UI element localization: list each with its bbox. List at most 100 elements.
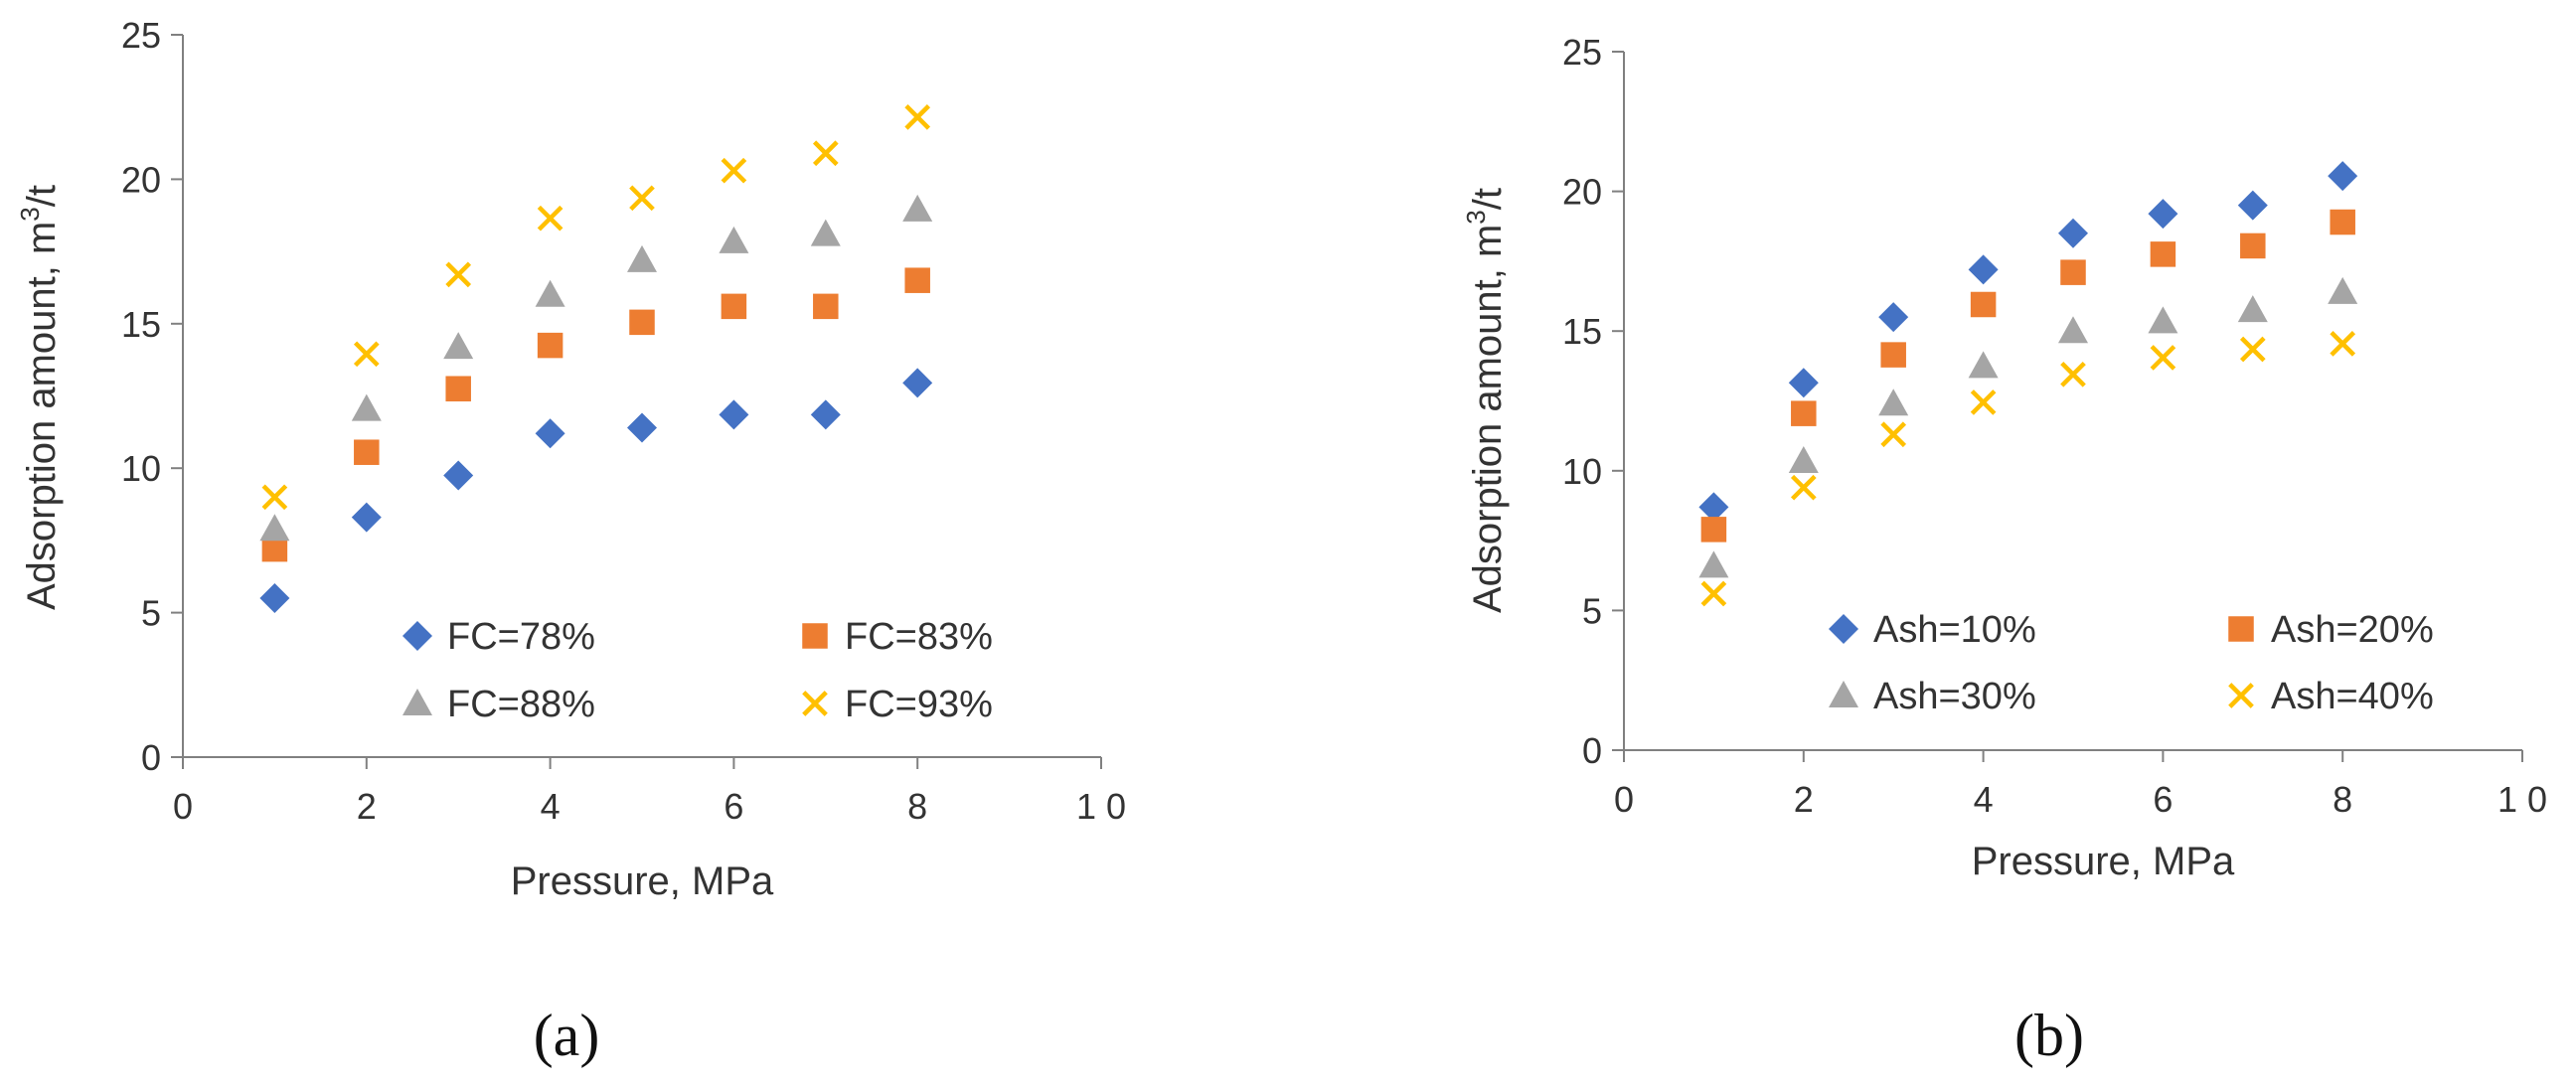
data-point [904,267,930,293]
x-axis-title-b: Pressure, MPa [1972,840,2235,883]
panel-label-a: (a) [534,1003,600,1068]
x-tick-label: 1 0 [2497,779,2547,820]
data-point [810,399,841,430]
data-point [1968,351,1999,379]
y-tick-label: 0 [1582,730,1602,771]
x-tick-label: 4 [1974,779,1994,820]
data-point [445,261,472,288]
data-point [1700,517,1727,543]
legend-label: Ash=30% [1873,676,2036,717]
x-tick-label: 0 [1614,779,1634,820]
legend-label: FC=78% [447,616,595,658]
legend-marker [402,689,432,715]
x-tick-label: 8 [907,786,927,827]
data-point [351,502,382,533]
data-point [1788,368,1819,398]
legend-label: Ash=10% [1873,609,2036,651]
legend-label: FC=83% [845,616,993,658]
data-point [721,157,747,184]
data-point [535,279,565,307]
legend-label: Ash=20% [2271,609,2434,651]
y-tick-label: 10 [121,448,161,489]
data-point [1790,474,1817,501]
data-point [629,309,655,336]
x-tick-label: 8 [2333,779,2352,820]
x-axis-title-a: Pressure, MPa [511,859,774,903]
data-point [2060,259,2086,285]
legend-label: FC=93% [845,684,993,725]
data-point [904,104,931,130]
x-tick-label: 6 [724,786,743,827]
y-tick-label: 15 [121,304,161,345]
x-tick-label: 1 0 [1076,786,1126,827]
y-tick-label: 5 [1582,590,1602,631]
data-point [2328,276,2358,304]
data-point [810,219,841,246]
series-square-b [1700,209,2355,543]
data-point [2330,209,2355,235]
legend-marker [2228,683,2254,708]
series-cross-b [1700,331,2356,607]
data-point [2148,306,2178,334]
legend-marker [1829,614,1858,644]
data-point [2058,218,2088,248]
data-point [1698,492,1729,523]
y-tick-label: 5 [141,593,161,634]
data-point [719,226,749,253]
data-point [2058,316,2088,344]
panel-label-b: (b) [2014,1003,2084,1068]
data-point [535,418,565,449]
x-tick-label: 2 [1794,779,1814,820]
data-point [2148,199,2178,230]
data-point [629,185,655,212]
data-point [813,293,839,320]
data-point [2150,241,2176,267]
series-triangle-b [1698,276,2358,578]
data-point [1698,550,1729,578]
data-point [259,514,290,542]
data-point [1791,400,1817,426]
data-point [2150,345,2176,371]
data-point [1970,291,1997,318]
series-square-a [261,267,930,562]
y-tick-label: 20 [121,159,161,200]
data-point [1970,389,1997,415]
data-point [259,583,290,614]
series-diamond-b [1698,161,2358,523]
data-point [1878,302,1909,333]
y-axis-title-b: Adsorption amount, m3/t [1461,188,1510,613]
data-point [2060,361,2086,388]
legend-b: Ash=10% Ash=20% Ash=30% Ash=40% [1829,609,2434,717]
data-point [443,460,474,491]
data-point [445,376,471,401]
y-axis-title-a: Adsorption amount, m3/t [15,185,64,610]
data-point [353,341,380,368]
legend-marker [2228,616,2254,642]
data-point [2237,190,2268,221]
legend-marker [1829,681,1858,707]
data-point [2237,295,2268,323]
data-point [721,293,747,320]
data-point [1880,342,1906,368]
data-point [2330,331,2356,357]
data-point [2240,233,2266,259]
legend-label: Ash=40% [2271,676,2434,717]
legend-label: FC=88% [447,684,595,725]
data-point [354,439,380,465]
data-point [627,244,657,272]
series-triangle-a [259,194,933,542]
y-tick-label: 0 [141,737,161,778]
y-tick-label: 25 [121,15,161,56]
x-tick-label: 6 [2153,779,2173,820]
data-point [1788,445,1819,473]
data-point [1878,389,1909,416]
series-cross-a [261,104,931,511]
data-point [537,205,564,232]
x-tick-label: 0 [173,786,193,827]
data-point [351,393,382,421]
legend-a: FC=78% FC=83% FC=88% FC=93% [402,616,993,725]
